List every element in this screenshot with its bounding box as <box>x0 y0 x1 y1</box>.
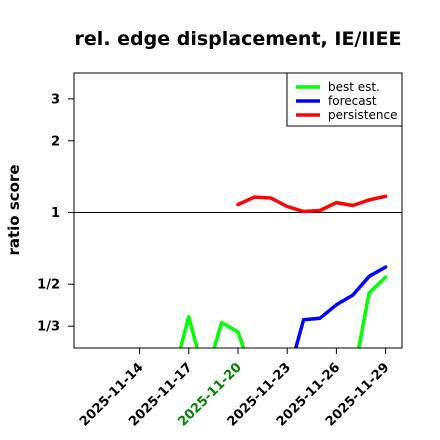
y-tick-label: 1/3 <box>37 320 60 335</box>
legend-label: persistence <box>328 108 397 122</box>
series-line-forecast <box>293 265 388 348</box>
legend-label: best est. <box>328 80 380 94</box>
y-tick-label: 1/2 <box>37 278 60 293</box>
series-line-persistence <box>236 194 388 214</box>
plot-border <box>73 72 403 349</box>
series-line-best-est <box>178 275 388 348</box>
y-tick-label: 1 <box>51 206 60 221</box>
y-axis-label: ratio score <box>5 164 23 255</box>
y-tick-label: 2 <box>51 134 60 149</box>
y-tick-label: 3 <box>51 92 60 107</box>
legend-label: forecast <box>328 94 377 108</box>
series-group <box>178 194 388 348</box>
chart-title: rel. edge displacement, IE/IIEE <box>75 28 402 50</box>
